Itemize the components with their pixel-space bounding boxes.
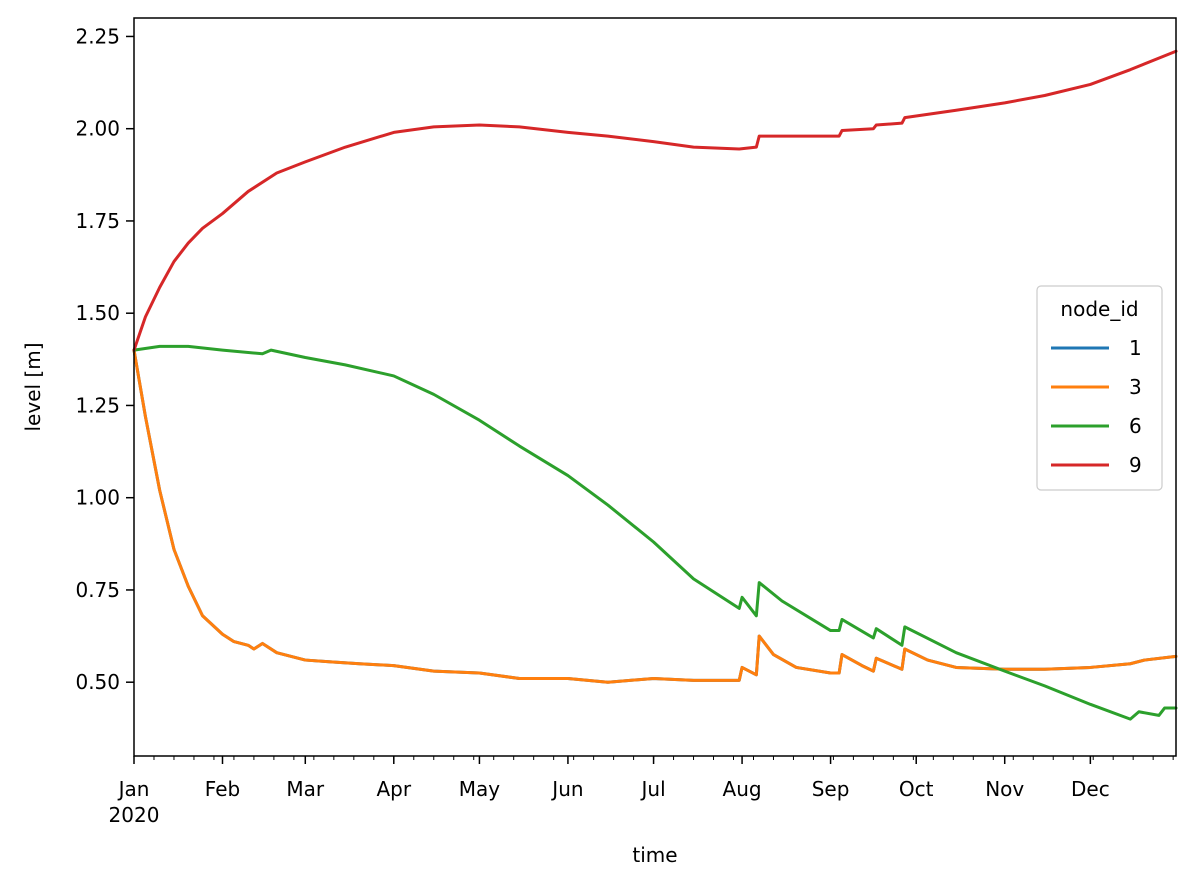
legend-label-6: 6 (1129, 414, 1142, 438)
y-axis-label: level [m] (21, 342, 45, 431)
y-tick-label: 1.75 (75, 209, 120, 233)
legend-items: 1 3 6 9 (1051, 336, 1142, 477)
legend-title: node_id (1060, 297, 1138, 321)
legend-label-9: 9 (1129, 453, 1142, 477)
y-tick-label: 2.00 (75, 117, 120, 141)
axes-frame (133, 17, 1177, 757)
y-axis: 0.50 0.75 1.00 1.25 1.50 1.75 2.00 2.25 (75, 24, 134, 694)
series-line-1 (132, 348, 1178, 684)
x-tick-label: Mar (286, 777, 325, 801)
series-line-3 (132, 348, 1178, 684)
y-tick-label: 0.75 (75, 578, 120, 602)
legend-label-3: 3 (1129, 375, 1142, 399)
x-tick-label: Nov (985, 777, 1024, 801)
x-tick-label: Dec (1071, 777, 1110, 801)
x-tick-label: Feb (205, 777, 240, 801)
series-line-6 (132, 344, 1178, 721)
y-tick-label: 1.25 (75, 393, 120, 417)
series-line-9 (132, 49, 1178, 352)
series-layer (132, 49, 1178, 721)
y-tick-label: 1.00 (75, 486, 120, 510)
x-tick-label: Jan (117, 777, 150, 801)
x-tick-label: Oct (899, 777, 934, 801)
x-axis-label: time (632, 843, 677, 867)
x-tick-label: May (459, 777, 501, 801)
x-tick-label: Jun (550, 777, 583, 801)
x-tick-sublabel: 2020 (109, 803, 160, 827)
legend: node_id 1 3 6 9 (1036, 285, 1163, 491)
y-tick-label: 1.50 (75, 301, 120, 325)
x-tick-label: Jul (640, 777, 666, 801)
x-tick-label: Sep (812, 777, 850, 801)
legend-label-1: 1 (1129, 336, 1142, 360)
y-tick-label: 2.25 (75, 24, 120, 48)
y-tick-label: 0.50 (75, 670, 120, 694)
x-tick-label: Aug (723, 777, 762, 801)
plot-area (132, 49, 1178, 721)
x-tick-label: Apr (376, 777, 411, 801)
